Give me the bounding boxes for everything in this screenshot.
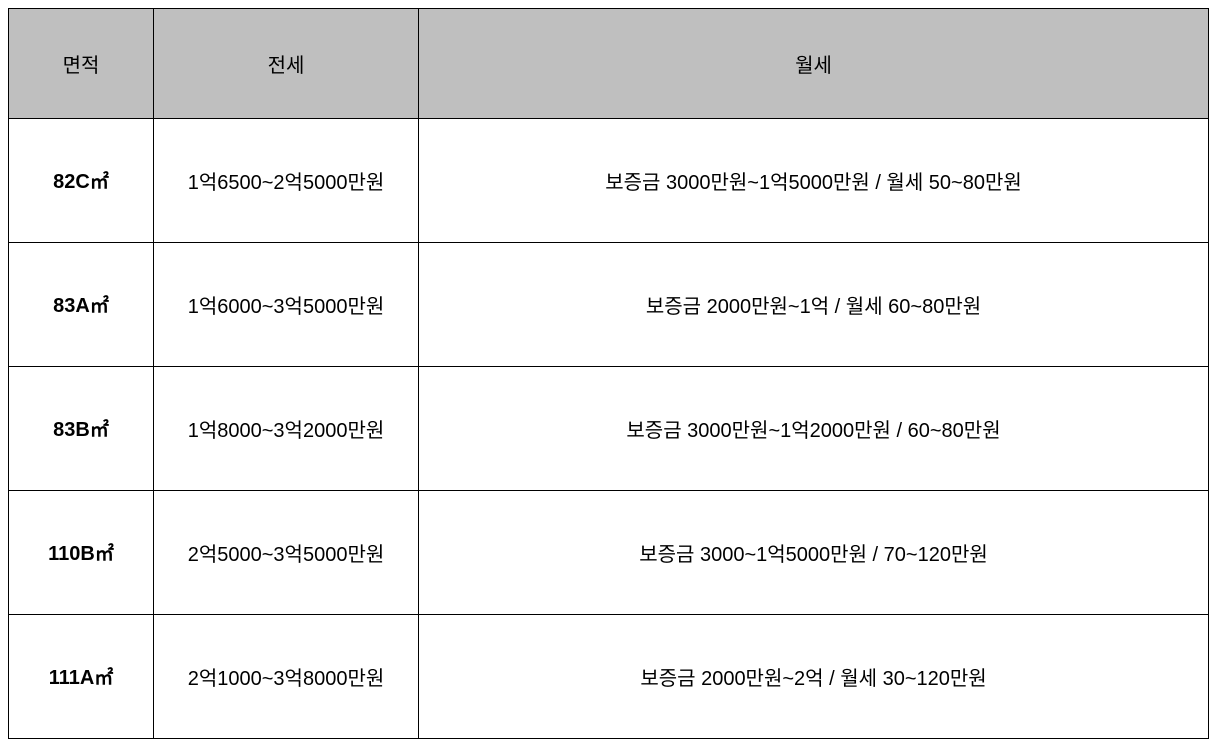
area-unit: ㎡ <box>95 544 114 565</box>
header-area: 면적 <box>9 9 154 119</box>
area-value: 83A <box>53 295 90 317</box>
table-row: 110B㎡ 2억5000~3억5000만원 보증금 3000~1억5000만원 … <box>9 491 1209 615</box>
cell-area: 82C㎡ <box>9 119 154 243</box>
header-wolse: 월세 <box>419 9 1209 119</box>
cell-area: 111A㎡ <box>9 615 154 739</box>
cell-wolse: 보증금 2000만원~2억 / 월세 30~120만원 <box>419 615 1209 739</box>
cell-area: 83A㎡ <box>9 243 154 367</box>
area-value: 82C <box>53 171 90 193</box>
area-value: 111A <box>49 667 95 689</box>
cell-wolse: 보증금 3000~1억5000만원 / 70~120만원 <box>419 491 1209 615</box>
cell-jeonse: 1억6000~3억5000만원 <box>154 243 419 367</box>
cell-jeonse: 2억1000~3억8000만원 <box>154 615 419 739</box>
table-header-row: 면적 전세 월세 <box>9 9 1209 119</box>
header-jeonse: 전세 <box>154 9 419 119</box>
area-value: 83B <box>53 419 90 441</box>
area-value: 110B <box>48 543 95 565</box>
area-unit: ㎡ <box>94 668 113 689</box>
table-row: 82C㎡ 1억6500~2억5000만원 보증금 3000만원~1억5000만원… <box>9 119 1209 243</box>
area-unit: ㎡ <box>90 172 109 193</box>
cell-wolse: 보증금 3000만원~1억5000만원 / 월세 50~80만원 <box>419 119 1209 243</box>
area-unit: ㎡ <box>90 420 109 441</box>
table-row: 111A㎡ 2억1000~3억8000만원 보증금 2000만원~2억 / 월세… <box>9 615 1209 739</box>
cell-jeonse: 1억6500~2억5000만원 <box>154 119 419 243</box>
cell-wolse: 보증금 2000만원~1억 / 월세 60~80만원 <box>419 243 1209 367</box>
cell-jeonse: 2억5000~3억5000만원 <box>154 491 419 615</box>
table-row: 83A㎡ 1억6000~3억5000만원 보증금 2000만원~1억 / 월세 … <box>9 243 1209 367</box>
cell-wolse: 보증금 3000만원~1억2000만원 / 60~80만원 <box>419 367 1209 491</box>
cell-area: 83B㎡ <box>9 367 154 491</box>
cell-area: 110B㎡ <box>9 491 154 615</box>
price-table: 면적 전세 월세 82C㎡ 1억6500~2억5000만원 보증금 3000만원… <box>8 8 1209 739</box>
table-row: 83B㎡ 1억8000~3억2000만원 보증금 3000만원~1억2000만원… <box>9 367 1209 491</box>
area-unit: ㎡ <box>90 296 109 317</box>
table-body: 82C㎡ 1억6500~2억5000만원 보증금 3000만원~1억5000만원… <box>9 119 1209 739</box>
cell-jeonse: 1억8000~3억2000만원 <box>154 367 419 491</box>
